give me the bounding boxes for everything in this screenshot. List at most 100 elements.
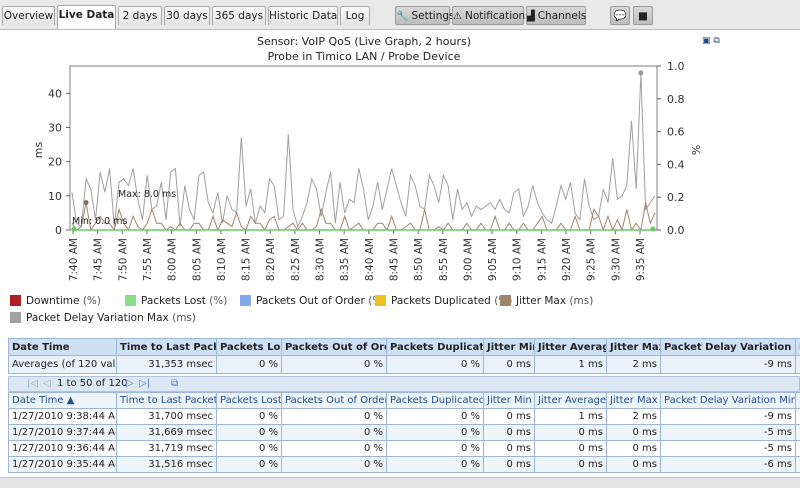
x-tick-label: 8:10 AM — [216, 238, 228, 281]
table-cell: 0 ms — [484, 441, 535, 457]
pager-range: 1 to 50 of 120 — [57, 377, 128, 391]
legend-item-pdv-max[interactable]: Packet Delay Variation Max (ms) — [10, 312, 196, 324]
max-point-marker — [638, 70, 643, 75]
table-cell: -9 ms — [661, 356, 796, 374]
column-header-sortable[interactable]: Time to Last Packet — [117, 393, 217, 409]
next-page-icon[interactable]: ▷ — [126, 377, 134, 391]
legend-item-downtime[interactable]: Downtime (%) — [10, 295, 101, 307]
y-tick-label-right: 0.8 — [667, 93, 685, 106]
table-header-row: Date Time ▲ Time to Last Packet Packets … — [9, 393, 800, 409]
x-tick-label: 9:10 AM — [512, 238, 524, 281]
data-table: Date Time ▲ Time to Last Packet Packets … — [8, 392, 800, 473]
x-tick-label: 9:20 AM — [561, 238, 573, 281]
table-cell: 0 % — [282, 441, 387, 457]
legend-label: Jitter Max — [516, 295, 566, 307]
min-annotation: Min: 0.0 ms — [72, 216, 127, 227]
table-cell: 1 ms — [535, 409, 607, 425]
prev-page-icon[interactable]: ◁ — [43, 377, 51, 391]
x-tick-label: 9:25 AM — [586, 238, 598, 281]
legend-swatch — [10, 295, 21, 306]
table-cell — [796, 425, 800, 441]
last-page-icon[interactable]: ▷| — [139, 377, 150, 391]
summary-header-row: Date Time Time to Last Packet Packets Lo… — [9, 339, 800, 356]
column-header-sortable[interactable]: Date Time ▲ — [9, 393, 117, 409]
table-cell: 0 % — [387, 409, 484, 425]
table-cell — [796, 356, 800, 374]
y-tick-label-left: 30 — [48, 122, 62, 135]
legend-label: Packet Delay Variation Max — [26, 312, 169, 324]
popout-table-icon[interactable]: ⧉ — [171, 377, 178, 391]
table-cell: 0 % — [217, 356, 282, 374]
table-cell: 0 ms — [484, 425, 535, 441]
column-header: Packets Lost — [217, 339, 282, 356]
y-tick-label-right: 0.2 — [667, 191, 685, 204]
first-page-icon[interactable]: |◁ — [27, 377, 38, 391]
horizontal-scrollbar[interactable] — [0, 477, 800, 488]
table-cell: 1/27/2010 9:36:44 AM — [9, 441, 117, 457]
table-cell: 0 ms — [484, 457, 535, 473]
table-cell: 0 % — [217, 409, 282, 425]
end-point-marker — [651, 227, 656, 232]
column-header-sortable[interactable]: Packets Duplicated — [387, 393, 484, 409]
x-tick-label: 8:45 AM — [388, 238, 400, 281]
legend-item-packets-lost[interactable]: Packets Lost (%) — [125, 295, 227, 307]
y-tick-label-right: 0.0 — [667, 224, 685, 237]
x-tick-label: 8:20 AM — [265, 238, 277, 281]
x-tick-label: 7:50 AM — [117, 238, 129, 281]
jitter-max-marker — [84, 200, 89, 205]
column-header-sortable[interactable]: Jitter Min — [484, 393, 535, 409]
table-cell: 0 ms — [535, 425, 607, 441]
table-cell: 1/27/2010 9:37:44 AM — [9, 425, 117, 441]
y-tick-label-left: 20 — [48, 156, 62, 169]
max-annotation: Max: 8.0 ms — [118, 189, 176, 200]
table-cell: 1/27/2010 9:35:44 AM — [9, 457, 117, 473]
table-cell — [796, 441, 800, 457]
table-cell: -9 ms — [661, 409, 796, 425]
table-cell: -5 ms — [661, 441, 796, 457]
legend-item-packets-duplicated[interactable]: Packets Duplicated (%) — [375, 295, 512, 307]
column-header-sortable[interactable]: Packets Lost — [217, 393, 282, 409]
column-header: Packet Delay Variation Min — [661, 339, 796, 356]
table-cell: 0 ms — [607, 425, 661, 441]
x-tick-label: 8:50 AM — [413, 238, 425, 281]
summary-table: Date Time Time to Last Packet Packets Lo… — [8, 338, 800, 374]
column-header: Time to Last Packet — [117, 339, 217, 356]
table-cell: -6 ms — [661, 457, 796, 473]
x-tick-label: 8:05 AM — [191, 238, 203, 281]
column-header: Jitter Max — [607, 339, 661, 356]
table-cell: 0 % — [387, 441, 484, 457]
legend-swatch — [375, 295, 386, 306]
column-header: P — [796, 339, 800, 356]
x-tick-label: 9:30 AM — [610, 238, 622, 281]
table-cell: Averages (of 120 values) — [9, 356, 117, 374]
legend-label: Packets Duplicated — [391, 295, 491, 307]
legend-item-jitter-max[interactable]: Jitter Max (ms) — [500, 295, 593, 307]
min-point-marker — [72, 227, 77, 232]
legend-item-packets-out-of-order[interactable]: Packets Out of Order (%) — [240, 295, 386, 307]
x-tick-label: 7:55 AM — [142, 238, 154, 281]
legend-unit: (%) — [83, 295, 101, 307]
column-header-sortable[interactable]: Jitter Max — [607, 393, 661, 409]
y-tick-label-right: 0.4 — [667, 158, 685, 171]
legend-swatch — [240, 295, 251, 306]
table-cell: 31,353 msec — [117, 356, 217, 374]
legend-label: Packets Lost — [141, 295, 206, 307]
table-cell: 31,719 msec — [117, 441, 217, 457]
column-header: Jitter Min — [484, 339, 535, 356]
column-header-sortable[interactable]: Packets Out of Order — [282, 393, 387, 409]
table-cell — [796, 409, 800, 425]
column-header-sortable[interactable]: P — [796, 393, 800, 409]
x-tick-label: 9:15 AM — [536, 238, 548, 281]
column-header-sortable[interactable]: Packet Delay Variation Min — [661, 393, 796, 409]
table-cell: 1 ms — [535, 356, 607, 374]
column-header-sortable[interactable]: Jitter Average — [535, 393, 607, 409]
x-tick-label: 8:30 AM — [315, 238, 327, 281]
y-tick-label-right: 1.0 — [667, 60, 685, 73]
y-axis-label-right: % — [689, 145, 702, 155]
table-cell: 0 ms — [607, 457, 661, 473]
table-cell: 0 % — [217, 425, 282, 441]
